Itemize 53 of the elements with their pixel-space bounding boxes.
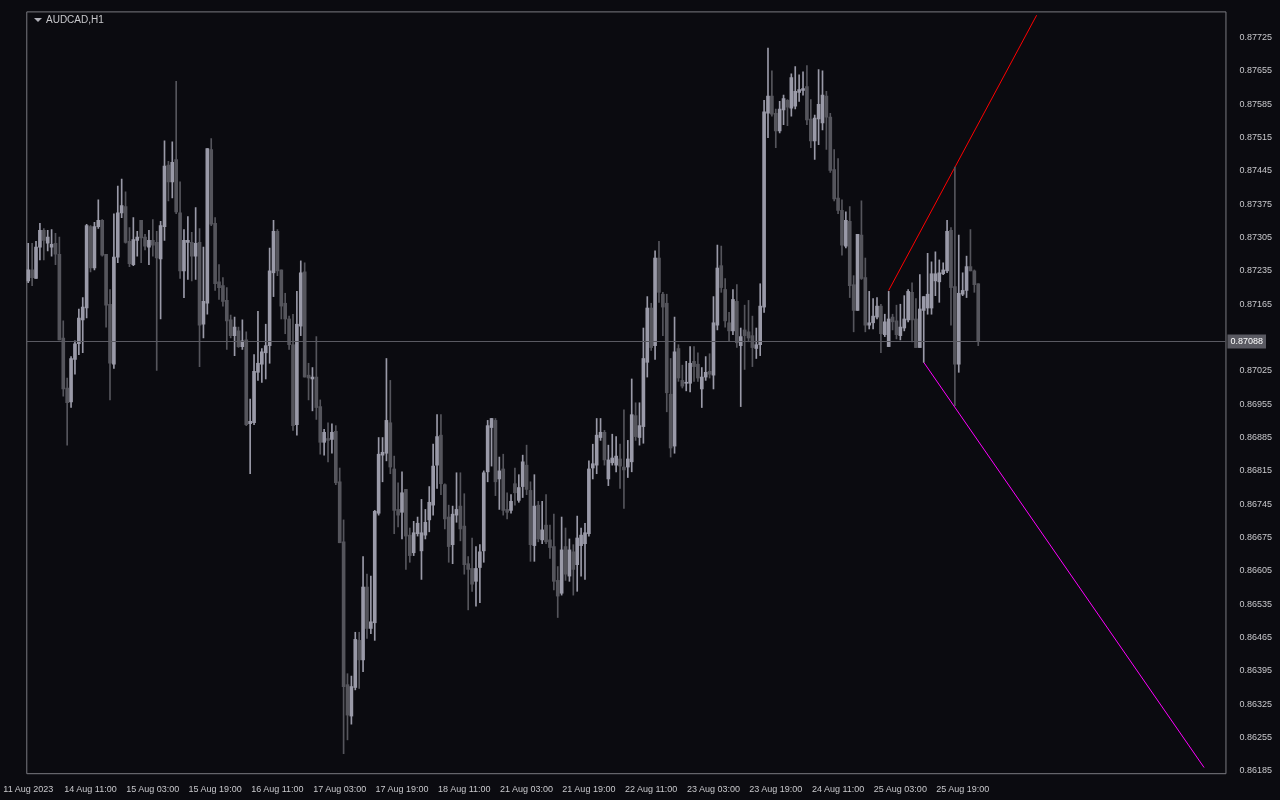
candlestick [684,361,689,392]
y-tick-label: 0.86465 [1239,631,1273,642]
candlestick [326,422,330,463]
y-tick-label: 0.87305 [1239,232,1273,243]
y-tick-label: 0.86395 [1239,665,1273,676]
y-tick-label: 0.87445 [1239,165,1273,176]
y-tick-label: 0.87025 [1239,365,1273,376]
x-tick-label: 17 Aug 03:00 [313,784,367,795]
y-tick-label: 0.86675 [1239,532,1273,542]
y-tick-label: 0.86605 [1239,565,1273,576]
y-tick-label: 0.86255 [1239,731,1273,742]
x-tick-label: 22 Aug 11:00 [624,784,678,795]
candlestick [30,242,34,286]
x-tick-label: 17 Aug 19:00 [375,784,429,795]
x-tick-label: 21 Aug 19:00 [562,784,616,795]
y-tick-label: 0.87375 [1239,198,1273,209]
candlestick [540,501,544,545]
y-tick-label: 0.86815 [1239,465,1273,476]
candlestick [474,546,478,607]
candlestick [330,423,334,454]
y-tick-label: 0.87165 [1239,298,1273,309]
candlestick [738,327,743,407]
x-tick-label: 23 Aug 19:00 [749,784,803,795]
x-tick-label: 24 Aug 11:00 [811,784,865,795]
y-tick-label: 0.86955 [1239,398,1273,409]
y-tick-label: 0.87515 [1239,132,1273,143]
x-tick-label: 21 Aug 03:00 [500,784,554,795]
y-tick-label: 0.87725 [1239,32,1273,43]
x-tick-label: 14 Aug 11:00 [64,784,117,795]
candlestick [614,436,618,473]
y-tick-label: 0.86185 [1239,765,1273,776]
x-tick-label: 25 Aug 03:00 [873,784,927,795]
x-tick-label: 11 Aug 2023 [3,784,54,795]
x-tick-label: 25 Aug 19:00 [936,784,990,795]
y-tick-label: 0.87235 [1239,265,1273,276]
chart-title: AUDCAD,H1 [46,14,104,25]
x-tick-label: 15 Aug 03:00 [126,784,180,795]
y-tick-label: 0.86535 [1239,598,1273,609]
candlestick [622,409,626,509]
candlestick [186,216,190,280]
ref-line-label: 0.87088 [1230,335,1264,346]
x-tick-label: 23 Aug 03:00 [686,784,741,795]
y-tick-label: 0.86745 [1239,498,1273,509]
candlestick [147,230,151,266]
y-tick-label: 0.86885 [1239,432,1273,443]
x-tick-label: 18 Aug 11:00 [438,784,491,795]
x-tick-label: 16 Aug 11:00 [251,784,304,795]
candlestick [692,346,696,382]
candlestick [867,291,872,330]
y-tick-label: 0.87655 [1239,65,1273,76]
y-tick-label: 0.86325 [1239,698,1273,709]
x-tick-label: 15 Aug 19:00 [188,784,242,795]
y-tick-label: 0.87585 [1239,98,1273,109]
